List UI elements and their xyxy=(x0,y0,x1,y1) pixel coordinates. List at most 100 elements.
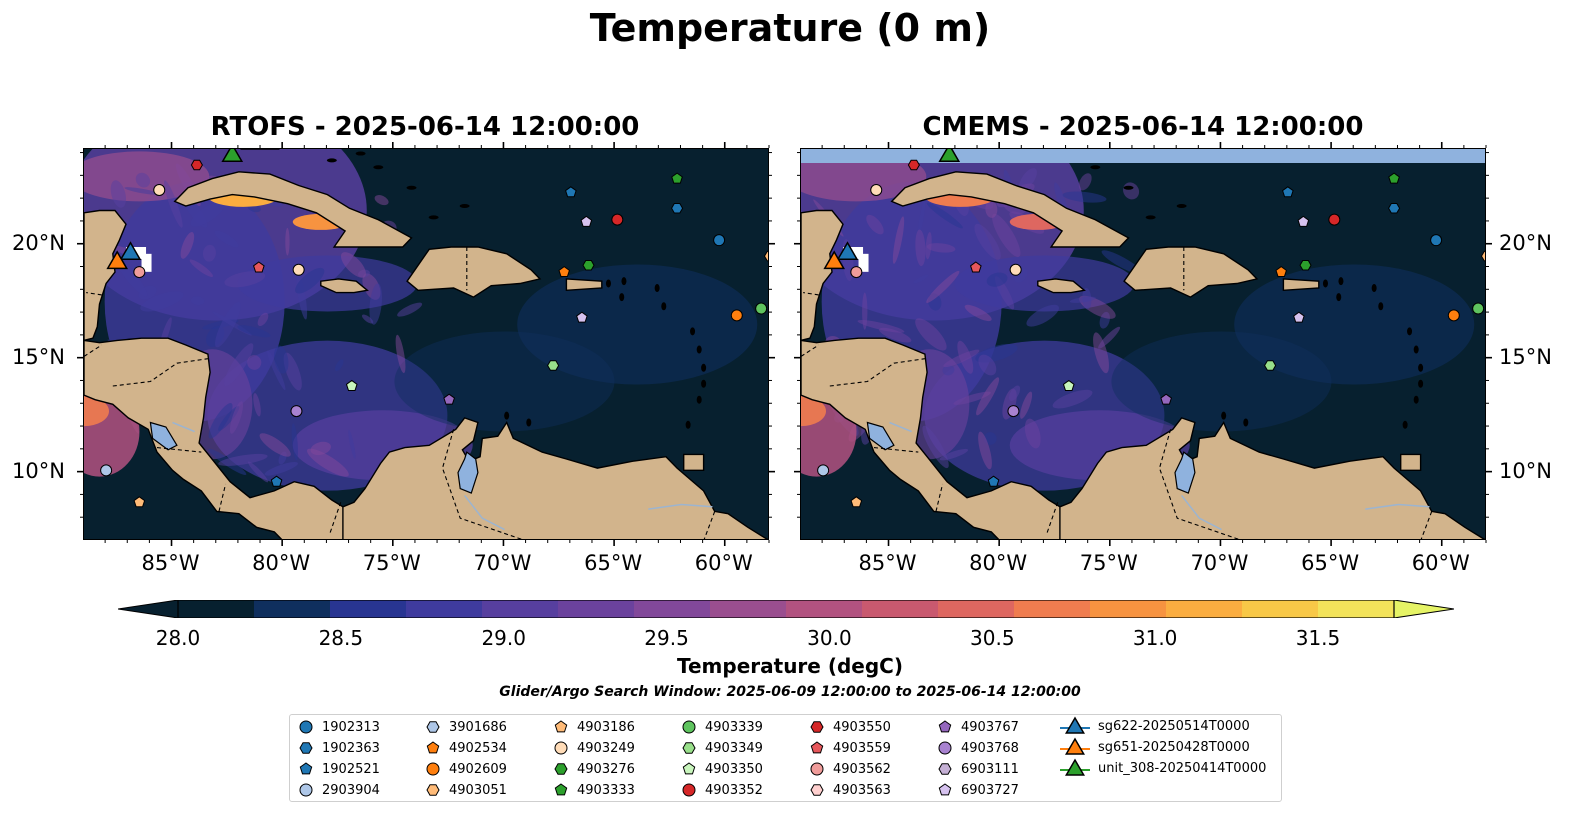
island xyxy=(1221,411,1227,420)
obs-4903186 xyxy=(850,496,863,508)
land-puertorico xyxy=(565,278,603,292)
cmems-map[interactable] xyxy=(800,148,1486,540)
legend-label: 4903559 xyxy=(833,740,891,756)
legend-marker-icon xyxy=(426,721,440,733)
legend-marker-icon xyxy=(938,741,952,755)
land xyxy=(84,149,768,539)
legend-label: sg651-20250428T0000 xyxy=(1098,739,1250,755)
legend-item-4903349: 4903349 xyxy=(681,738,763,758)
legend-item-1902521: 1902521 xyxy=(298,759,380,779)
legend-marker-icon xyxy=(938,783,952,796)
obs-1902363 xyxy=(671,203,684,214)
obs-6903727 xyxy=(1297,215,1310,227)
obs-4902534 xyxy=(1275,265,1287,277)
legend-marker-icon xyxy=(554,763,568,775)
legend-label: 4903767 xyxy=(961,719,1019,735)
lon-tick-label: 75°W xyxy=(1079,551,1138,575)
island xyxy=(1418,379,1424,388)
lat-tick-label-left: 15°N xyxy=(12,344,65,369)
land-central xyxy=(801,337,1072,539)
legend-item-4903186: 4903186 xyxy=(553,717,635,737)
legend-marker-circle xyxy=(299,783,313,797)
legend: 1902313 1902363 1902521 2903904 3901686 49025… xyxy=(289,714,1282,802)
island xyxy=(1336,293,1342,302)
glider-sg622-20250514T0000 xyxy=(119,241,142,261)
obs-4903352 xyxy=(1328,213,1341,226)
island xyxy=(1402,420,1408,429)
obs-4903559 xyxy=(253,261,265,273)
legend-label: 3901686 xyxy=(449,719,507,735)
lake-nicaragua xyxy=(866,421,895,451)
island xyxy=(428,215,439,220)
obs-4903249 xyxy=(153,184,166,197)
border xyxy=(86,292,102,296)
border xyxy=(1046,502,1059,535)
land-cuba xyxy=(173,171,413,248)
legend-marker-circle xyxy=(682,783,696,797)
legend-marker-icon xyxy=(938,720,952,733)
legend-marker-icon xyxy=(299,762,313,775)
legend-marker-icon xyxy=(810,741,824,754)
lon-tick-label: 85°W xyxy=(141,551,200,575)
lon-tick-label: 65°W xyxy=(584,551,643,575)
land-jamaica xyxy=(1037,278,1086,294)
legend-label: 1902521 xyxy=(322,761,380,777)
legend-marker-icon xyxy=(299,783,313,797)
rtofs-map-canvas xyxy=(84,149,768,539)
legend-item-sg651-20250428T0000: sg651-20250428T0000 xyxy=(1060,737,1250,757)
island xyxy=(1243,418,1249,427)
legend-item-4903350: 4903350 xyxy=(681,759,763,779)
legend-label: 4903550 xyxy=(833,719,891,735)
island xyxy=(355,151,366,156)
legend-item-unit_308-20250414T0000: unit_308-20250414T0000 xyxy=(1060,758,1266,778)
legend-item-sg622-20250514T0000: sg622-20250514T0000 xyxy=(1060,716,1250,736)
island xyxy=(526,418,532,427)
obs-1902521 xyxy=(270,475,283,487)
island xyxy=(621,277,627,286)
mask xyxy=(858,253,869,272)
colorbar-tick-label: 28.0 xyxy=(155,626,201,650)
obs-1902521 xyxy=(565,186,577,198)
river xyxy=(648,503,713,510)
legend-label: 4903350 xyxy=(705,761,763,777)
obs-4903349 xyxy=(547,360,560,371)
land-cuba xyxy=(890,171,1130,248)
colorbar-tick-label: 29.5 xyxy=(644,626,689,650)
obs-1902521 xyxy=(1282,186,1294,198)
colorbar xyxy=(118,600,1454,618)
obs-2903904 xyxy=(817,464,830,477)
obs-4903768 xyxy=(290,405,303,418)
land-trinidad xyxy=(1400,453,1422,471)
colorbar-bin xyxy=(938,600,1015,618)
legend-marker-icon xyxy=(682,720,696,734)
lon-tick-label: 75°W xyxy=(362,551,421,575)
obs-4903186 xyxy=(133,496,146,508)
island xyxy=(605,279,611,288)
obs-1902313 xyxy=(1430,234,1443,247)
obs-4903352 xyxy=(611,213,624,226)
lon-tick-label: 70°W xyxy=(1190,551,1249,575)
legend-marker-pentagon xyxy=(299,762,313,775)
lon-tick-label: 70°W xyxy=(473,551,532,575)
colorbar-bin xyxy=(1014,600,1091,618)
island xyxy=(696,395,702,404)
river xyxy=(1365,503,1430,510)
rtofs-map[interactable] xyxy=(83,148,769,540)
border xyxy=(156,447,202,453)
border xyxy=(1158,429,1240,539)
legend-marker-icon xyxy=(554,720,568,733)
legend-label: 4903276 xyxy=(577,761,635,777)
legend-label: 1902313 xyxy=(322,719,380,735)
colorbar-bin xyxy=(1166,600,1243,618)
legend-item-4903559: 4903559 xyxy=(809,738,891,758)
border xyxy=(801,344,819,357)
colorbar-frame xyxy=(177,600,1395,618)
border xyxy=(84,344,102,357)
land-hispaniola xyxy=(1123,246,1259,298)
land-jamaica xyxy=(320,278,369,294)
legend-item-4902534: 4902534 xyxy=(425,738,507,758)
legend-item-4903333: 4903333 xyxy=(553,780,635,800)
legend-label: 4903186 xyxy=(577,719,635,735)
colorbar-extend-high xyxy=(1393,600,1454,618)
legend-marker-icon xyxy=(299,720,313,734)
